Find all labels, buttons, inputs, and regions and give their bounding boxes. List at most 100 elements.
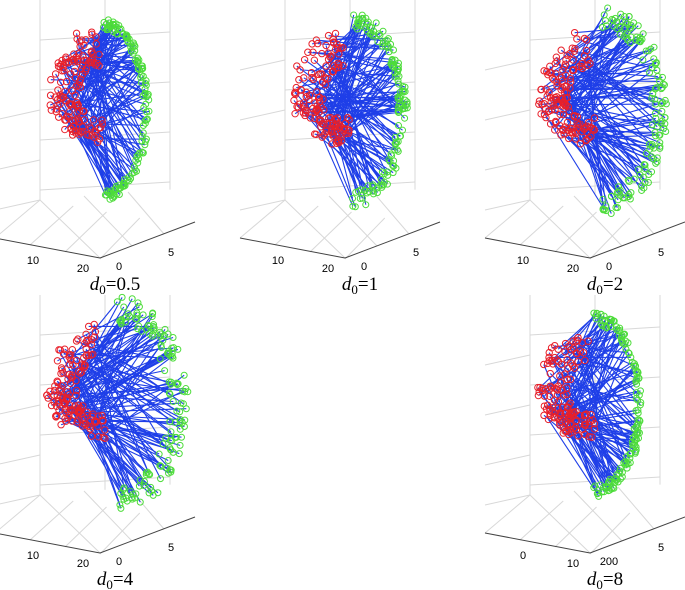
point [146, 471, 154, 479]
point [139, 311, 147, 319]
point [626, 454, 634, 462]
point [602, 202, 610, 210]
point [584, 337, 592, 345]
point [71, 116, 80, 124]
link [320, 42, 384, 108]
point [620, 13, 628, 21]
link [565, 26, 621, 65]
point [609, 16, 617, 24]
grid-line [39, 199, 101, 259]
link [584, 424, 637, 441]
point [300, 74, 308, 82]
link [582, 67, 655, 149]
point [87, 125, 95, 133]
point [652, 114, 660, 122]
point [60, 400, 69, 408]
tick-label: 20 [77, 263, 89, 275]
point [135, 303, 143, 311]
grid-line [529, 494, 591, 554]
grid-line [484, 159, 531, 171]
point [572, 417, 580, 426]
point [337, 133, 345, 141]
point [123, 176, 131, 184]
point [126, 312, 134, 320]
point [334, 63, 343, 72]
point [573, 35, 581, 43]
point [122, 494, 130, 502]
link [570, 36, 637, 83]
link [330, 18, 363, 133]
point [57, 369, 65, 378]
point [601, 316, 609, 324]
link [78, 28, 122, 122]
grid-line [0, 404, 41, 415]
point [590, 419, 599, 428]
point [654, 73, 662, 81]
point [606, 315, 614, 323]
point [166, 418, 174, 426]
point [368, 182, 376, 190]
point [625, 12, 633, 20]
point [155, 450, 163, 458]
link [590, 126, 646, 166]
point [128, 295, 136, 303]
point [65, 99, 73, 108]
point [656, 139, 664, 147]
point [558, 418, 566, 426]
point [389, 169, 397, 177]
point [339, 44, 347, 52]
point [314, 93, 323, 102]
point [67, 356, 75, 364]
grid-line [64, 506, 107, 548]
tick-label: 200 [600, 556, 618, 568]
point [90, 59, 98, 67]
point [613, 25, 621, 33]
point [149, 330, 157, 338]
link [95, 36, 146, 142]
point [64, 394, 72, 402]
point [72, 386, 81, 395]
point [552, 385, 560, 393]
point [99, 433, 107, 442]
point [649, 155, 657, 163]
point [324, 55, 333, 64]
link [64, 297, 123, 404]
point [73, 57, 82, 66]
point [365, 188, 373, 196]
point [115, 181, 123, 189]
green-points [349, 11, 411, 211]
point [57, 385, 65, 393]
point [546, 69, 554, 77]
link [60, 349, 177, 438]
link [91, 33, 142, 78]
caption-text: =0.5 [106, 274, 140, 295]
link [563, 18, 616, 135]
point [124, 34, 132, 42]
point [88, 30, 96, 39]
point [602, 22, 610, 30]
point [329, 39, 338, 47]
grid-line [484, 199, 531, 211]
point [381, 42, 389, 50]
tick-label: 20 [322, 263, 334, 275]
point [384, 35, 392, 43]
point [566, 375, 575, 384]
link [579, 46, 655, 125]
point [573, 336, 582, 344]
point [554, 345, 562, 353]
point [614, 196, 622, 204]
point [165, 350, 173, 358]
axis-line [0, 533, 101, 554]
point [156, 462, 164, 470]
point [656, 142, 664, 150]
point [142, 137, 150, 145]
point [181, 416, 189, 424]
point [648, 94, 656, 102]
point [534, 383, 542, 392]
point [570, 28, 579, 37]
point [566, 74, 575, 83]
point [540, 360, 548, 369]
point [364, 18, 372, 26]
point [118, 293, 126, 301]
